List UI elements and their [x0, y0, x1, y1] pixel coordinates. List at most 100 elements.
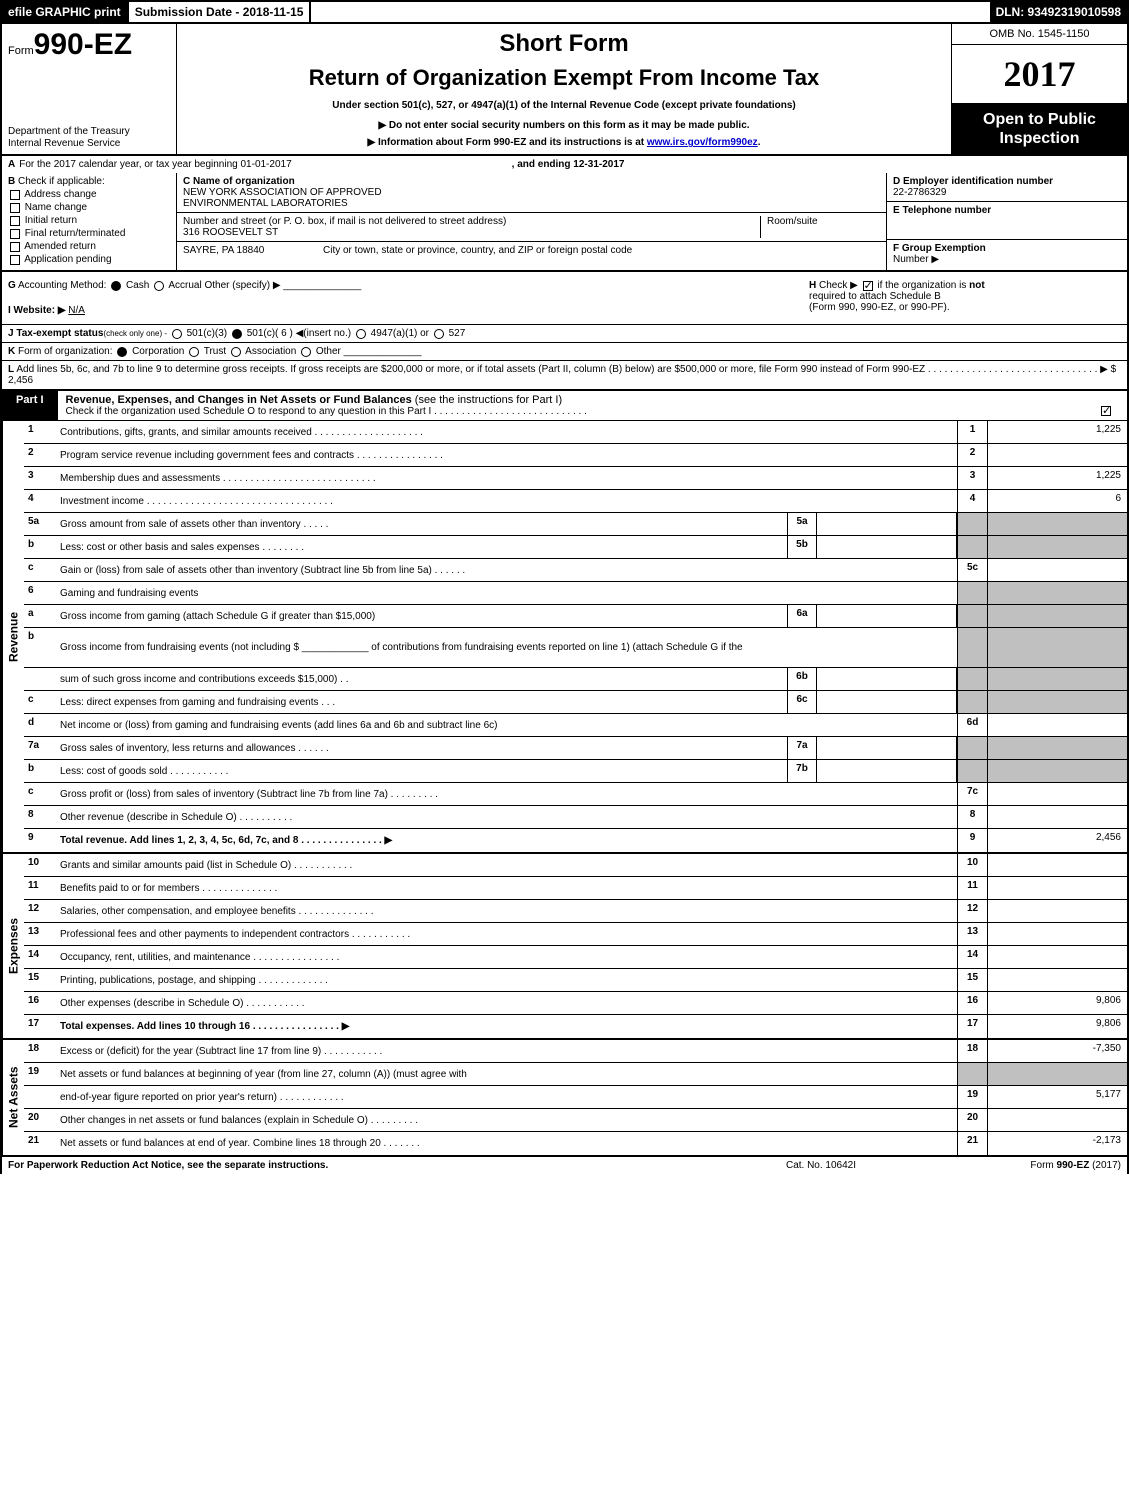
d-block: D Employer identification number 22-2786… [887, 173, 1127, 202]
right-num: 11 [957, 877, 987, 899]
row-desc: Benefits paid to or for members . . . . … [56, 877, 957, 899]
right-num: 9 [957, 829, 987, 852]
row-num: 4 [24, 490, 56, 512]
line-g-left: G Accounting Method: Cash Accrual Other … [8, 280, 801, 316]
row-desc: Less: cost or other basis and sales expe… [56, 536, 787, 558]
org-name-l1: NEW YORK ASSOCIATION OF APPROVED [183, 187, 382, 198]
l-text: Add lines 5b, 6c, and 7b to line 9 to de… [16, 364, 925, 375]
row-desc: Gaming and fundraising events [56, 582, 957, 604]
right-val [987, 760, 1127, 782]
right-val [987, 900, 1127, 922]
row-num: c [24, 559, 56, 581]
right-num [957, 668, 987, 690]
revenue-table: Revenue 1Contributions, gifts, grants, a… [0, 421, 1129, 854]
cb-initial-return[interactable]: Initial return [8, 215, 170, 226]
right-val [987, 1109, 1127, 1131]
radio-corporation[interactable] [117, 347, 127, 357]
part1-note: (see the instructions for Part I) [415, 394, 562, 406]
h-text3: required to attach Schedule B [809, 291, 941, 302]
mid-val [817, 691, 957, 713]
right-val [987, 946, 1127, 968]
h-text4: (Form 990, 990-EZ, or 990-PF). [809, 302, 950, 313]
right-val [987, 877, 1127, 899]
cb-application-pending[interactable]: Application pending [8, 254, 170, 265]
checkbox-part1[interactable] [1101, 406, 1111, 416]
row-desc: Total revenue. Add lines 1, 2, 3, 4, 5c,… [56, 829, 957, 852]
row-desc: Professional fees and other payments to … [56, 923, 957, 945]
arrow-note-1: ▶ Do not enter social security numbers o… [185, 120, 943, 131]
radio-cash[interactable] [111, 281, 121, 291]
mid-num: 5b [787, 536, 817, 558]
table-row: 2Program service revenue including gover… [24, 444, 1127, 467]
table-row: 21Net assets or fund balances at end of … [24, 1132, 1127, 1155]
org-name-l2: ENVIRONMENTAL LABORATORIES [183, 198, 348, 209]
row-desc: Net assets or fund balances at beginning… [56, 1063, 957, 1085]
table-row: 7aGross sales of inventory, less returns… [24, 737, 1127, 760]
cb-final-return[interactable]: Final return/terminated [8, 228, 170, 239]
row-num: 21 [24, 1132, 56, 1155]
open-public-line1: Open to Public [956, 110, 1123, 129]
mid-val [817, 513, 957, 535]
form990ez-link[interactable]: www.irs.gov/form990ez [647, 137, 758, 148]
row-num: d [24, 714, 56, 736]
radio-527[interactable] [434, 329, 444, 339]
mid-num: 5a [787, 513, 817, 535]
line-a-label: A [8, 159, 15, 170]
omb-number: OMB No. 1545-1150 [952, 24, 1127, 45]
row-num: 6 [24, 582, 56, 604]
g-text: Accounting Method: [18, 280, 106, 291]
expenses-table: Expenses 10Grants and similar amounts pa… [0, 854, 1129, 1040]
arrow2-suffix: . [758, 137, 761, 148]
row-desc: Gross sales of inventory, less returns a… [56, 737, 787, 759]
table-row: 19Net assets or fund balances at beginni… [24, 1063, 1127, 1086]
checkbox-icon [10, 255, 20, 265]
part1-header: Part I Revenue, Expenses, and Changes in… [0, 390, 1129, 421]
radio-4947[interactable] [356, 329, 366, 339]
radio-501c[interactable] [232, 329, 242, 339]
row-desc: Net income or (loss) from gaming and fun… [56, 714, 957, 736]
radio-501c3[interactable] [172, 329, 182, 339]
row-num: b [24, 760, 56, 782]
row-desc: Net assets or fund balances at end of ye… [56, 1132, 957, 1155]
right-num: 5c [957, 559, 987, 581]
mid-num: 7b [787, 760, 817, 782]
table-row: 1Contributions, gifts, grants, and simil… [24, 421, 1127, 444]
row-num: c [24, 783, 56, 805]
footer-left: For Paperwork Reduction Act Notice, see … [8, 1160, 721, 1171]
submission-date: Submission Date - 2018-11-15 [129, 2, 312, 22]
c-city-value: SAYRE, PA 18840 [183, 245, 323, 256]
c-street-label: Number and street (or P. O. box, if mail… [183, 216, 760, 227]
row-num: 1 [24, 421, 56, 443]
right-num [957, 582, 987, 604]
footer: For Paperwork Reduction Act Notice, see … [0, 1157, 1129, 1174]
open-to-public-badge: Open to Public Inspection [952, 104, 1127, 154]
checkbox-icon [10, 229, 20, 239]
cb-name-change[interactable]: Name change [8, 202, 170, 213]
table-row: 8Other revenue (describe in Schedule O) … [24, 806, 1127, 829]
row-num: 11 [24, 877, 56, 899]
right-val: 2,456 [987, 829, 1127, 852]
right-num: 3 [957, 467, 987, 489]
checkbox-h[interactable] [863, 281, 873, 291]
row-num: 7a [24, 737, 56, 759]
radio-accrual[interactable] [154, 281, 164, 291]
right-val [987, 559, 1127, 581]
row-desc: Gross amount from sale of assets other t… [56, 513, 787, 535]
right-num: 20 [957, 1109, 987, 1131]
radio-association[interactable] [231, 347, 241, 357]
e-block: E Telephone number [887, 202, 1127, 240]
right-val [987, 444, 1127, 466]
table-row: 12Salaries, other compensation, and empl… [24, 900, 1127, 923]
cb-amended-return[interactable]: Amended return [8, 241, 170, 252]
cb-address-change[interactable]: Address change [8, 189, 170, 200]
right-num: 15 [957, 969, 987, 991]
right-val: -2,173 [987, 1132, 1127, 1155]
radio-trust[interactable] [189, 347, 199, 357]
table-row: 17Total expenses. Add lines 10 through 1… [24, 1015, 1127, 1038]
radio-other[interactable] [301, 347, 311, 357]
col-b: B Check if applicable: Address change Na… [2, 173, 177, 270]
right-val: 1,225 [987, 467, 1127, 489]
right-val [987, 1063, 1127, 1085]
table-row: 9Total revenue. Add lines 1, 2, 3, 4, 5c… [24, 829, 1127, 852]
row-num: 3 [24, 467, 56, 489]
